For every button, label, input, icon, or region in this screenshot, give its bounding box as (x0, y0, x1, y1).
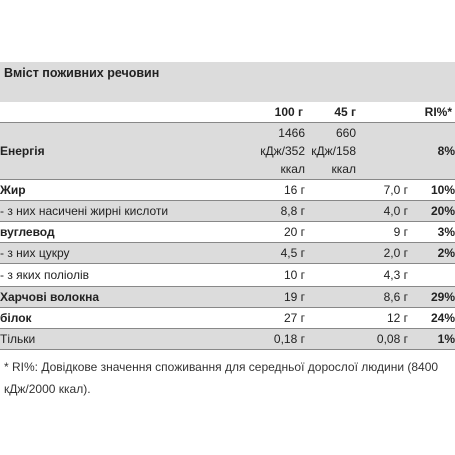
header-row: 100 г 45 г RI%* (0, 102, 455, 123)
header-per100: 100 г (205, 102, 305, 123)
row-name: - з них насичені жирні кислоти (0, 200, 205, 222)
header-name (0, 102, 205, 123)
table-row-energy: Енергія 1466 кДж/352 ккал 660 кДж/158 кк… (0, 122, 455, 180)
row-per45: 7,0 г (305, 179, 408, 201)
row-per100: 16 г (205, 179, 305, 201)
table-row-fat: Жир 16 г 7,0 г 10% (0, 179, 455, 201)
table-title: Вміст поживних речовин (4, 66, 160, 80)
row-name: Жир (0, 179, 205, 201)
row-per100: 0,18 г (205, 328, 305, 350)
nutrition-table: 100 г 45 г RI%* Енергія 1466 кДж/352 кка… (0, 102, 455, 350)
row-name: Харчові волокна (0, 286, 205, 308)
row-per100: 4,5 г (205, 242, 305, 264)
row-ri: 10% (408, 179, 455, 201)
row-per45: 12 г (305, 307, 408, 329)
row-ri: 3% (408, 221, 455, 243)
title-band: Вміст поживних речовин (0, 62, 455, 102)
table-row-carbs: вуглевод 20 г 9 г 3% (0, 221, 455, 243)
row-ri: 8% (408, 122, 455, 180)
row-per45: 4,3 г (305, 263, 408, 287)
row-per45: 4,0 г (305, 200, 408, 222)
table-row-sugar: - з них цукру 4,5 г 2,0 г 2% (0, 242, 455, 264)
row-per100: 1466 кДж/352 ккал (205, 122, 305, 180)
table-row-salt: Тільки 0,18 г 0,08 г 1% (0, 328, 455, 350)
table-row-polyols: - з яких поліолів 10 г 4,3 г (0, 263, 455, 287)
row-per45: 8,6 г (305, 286, 408, 308)
row-per100: 10 г (205, 263, 305, 287)
row-per100: 20 г (205, 221, 305, 243)
table-row-fiber: Харчові волокна 19 г 8,6 г 29% (0, 286, 455, 308)
row-ri: 20% (408, 200, 455, 222)
table-row-saturated: - з них насичені жирні кислоти 8,8 г 4,0… (0, 200, 455, 222)
row-ri: 24% (408, 307, 455, 329)
row-ri: 2% (408, 242, 455, 264)
row-per45: 9 г (305, 221, 408, 243)
row-name: вуглевод (0, 221, 205, 243)
row-name: білок (0, 307, 205, 329)
row-name: - з яких поліолів (0, 263, 205, 287)
header-ri: RI%* (408, 102, 455, 123)
row-per45: 0,08 г (305, 328, 408, 350)
row-per100: 8,8 г (205, 200, 305, 222)
row-ri: 1% (408, 328, 455, 350)
row-name: Енергія (0, 122, 205, 180)
row-per100: 19 г (205, 286, 305, 308)
row-per45: 660 кДж/158 ккал (305, 122, 408, 180)
footnote: * RI%: Довідкове значення споживання для… (4, 360, 439, 396)
row-name: Тільки (0, 328, 205, 350)
row-per45: 2,0 г (305, 242, 408, 264)
row-ri: 29% (408, 286, 455, 308)
header-per45: 45 г (305, 102, 408, 123)
table-row-protein: білок 27 г 12 г 24% (0, 307, 455, 329)
row-per100: 27 г (205, 307, 305, 329)
row-ri (408, 263, 455, 287)
row-name: - з них цукру (0, 242, 205, 264)
